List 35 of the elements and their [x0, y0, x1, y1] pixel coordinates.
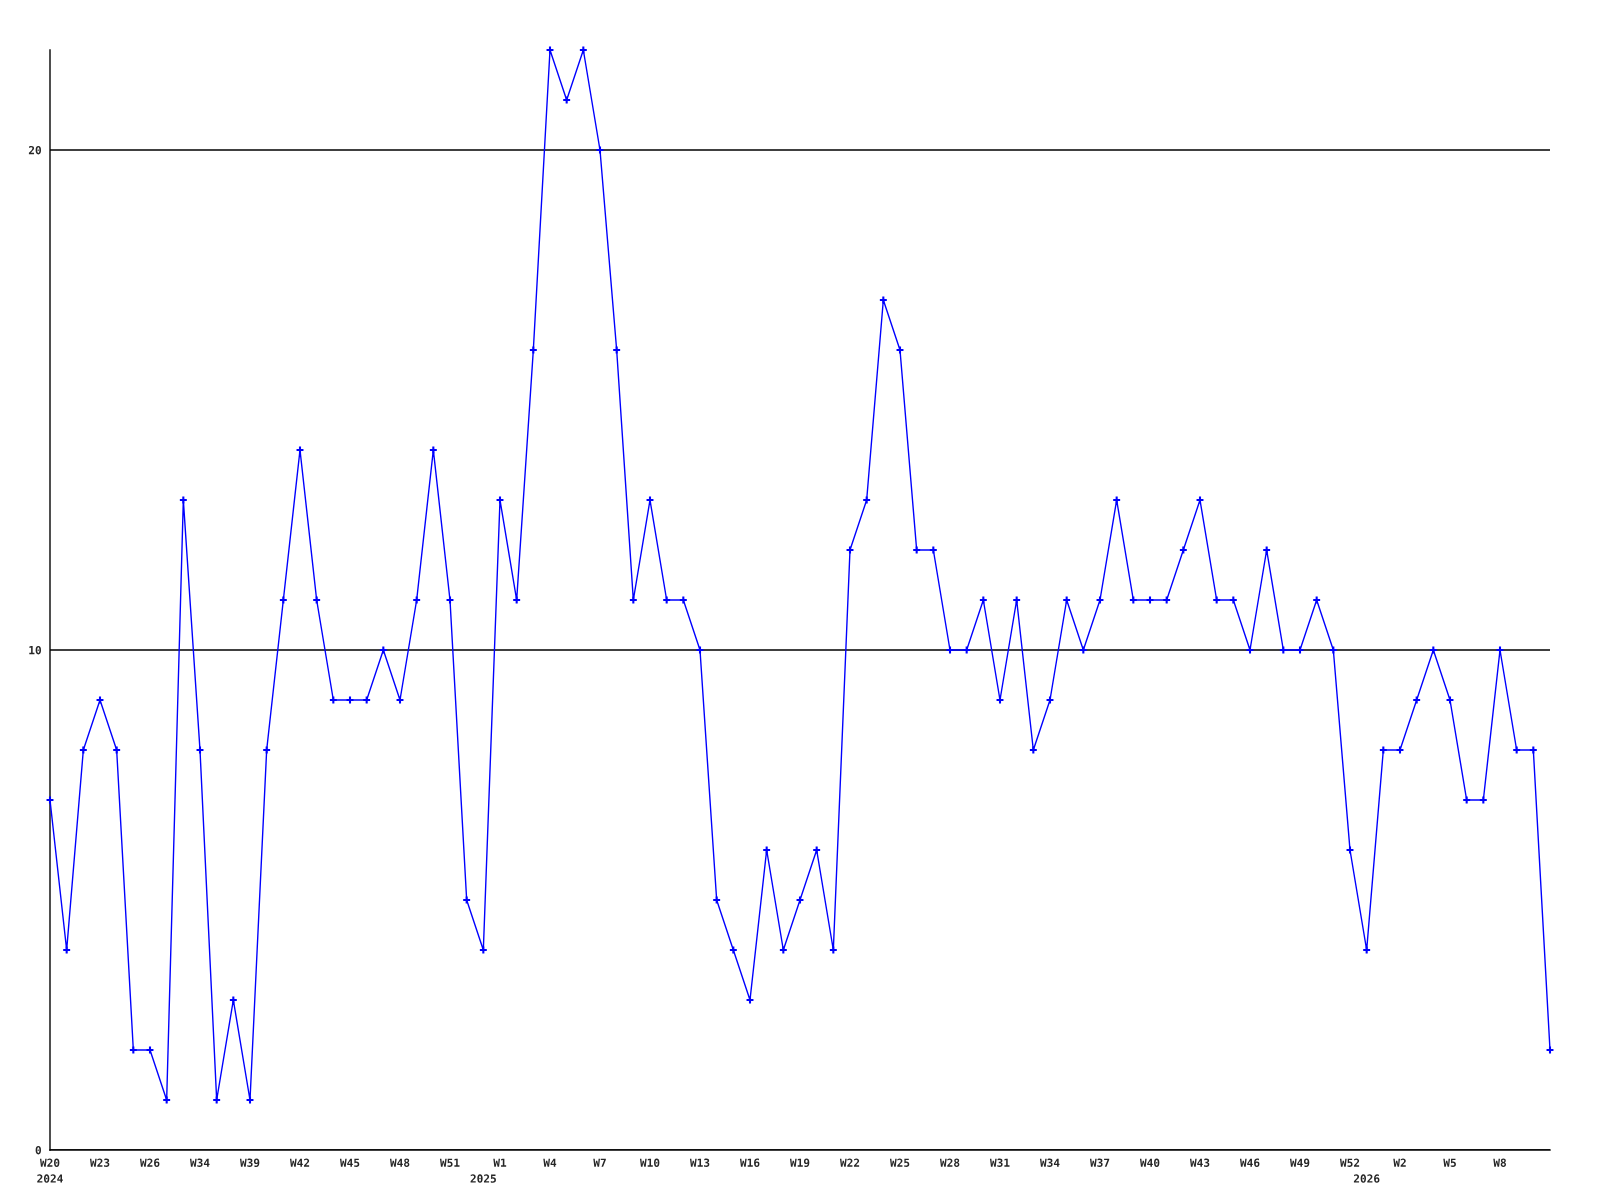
x-tick-label: W34 — [189, 1158, 210, 1167]
x-tick-label: W20 2024 — [37, 1158, 63, 1183]
x-tick-label: W43 — [1189, 1158, 1210, 1167]
x-tick-label: W13 — [689, 1158, 710, 1167]
y-tick-label: 20 — [28, 145, 41, 155]
x-tick-label: W2 — [1393, 1158, 1406, 1167]
x-tick-label: W8 — [1493, 1158, 1506, 1167]
x-tick-label: W52 — [1339, 1158, 1360, 1167]
y-tick-label: 10 — [29, 645, 41, 655]
x-tick-label: W42 — [289, 1158, 310, 1167]
x-tick-label: W40 — [1139, 1158, 1160, 1167]
x-tick-label: W45 — [339, 1158, 360, 1167]
x-tick-label: W31 — [989, 1158, 1010, 1167]
x-tick-label: W10 — [639, 1158, 660, 1167]
x-tick-label: W48 — [389, 1158, 410, 1167]
x-tick-label: W16 — [739, 1158, 760, 1167]
x-tick-label: W34 — [1039, 1158, 1060, 1167]
x-tick-label: W23 — [89, 1158, 110, 1167]
x-tick-label: W51 — [439, 1158, 460, 1167]
x-tick-label: W28 — [939, 1158, 960, 1167]
x-tick-label: 2025 — [470, 1174, 496, 1183]
x-tick-label: W39 — [239, 1158, 260, 1167]
x-tick-label: W5 — [1443, 1158, 1456, 1167]
x-tick-label: W25 — [889, 1158, 910, 1167]
y-tick-label: 0 — [35, 1145, 41, 1155]
x-tick-label: W7 — [593, 1158, 606, 1167]
x-tick-label: 2026 — [1353, 1174, 1380, 1183]
x-tick-label: W37 — [1089, 1158, 1110, 1167]
x-tick-label: W22 — [839, 1158, 860, 1167]
x-tick-label: W49 — [1289, 1158, 1310, 1167]
x-tick-label: W46 — [1239, 1158, 1260, 1167]
x-tick-label: W19 — [789, 1158, 810, 1167]
x-tick-label: W26 — [139, 1158, 160, 1167]
x-tick-label: W1 — [493, 1158, 507, 1167]
x-tick-label: W4 — [543, 1158, 557, 1167]
